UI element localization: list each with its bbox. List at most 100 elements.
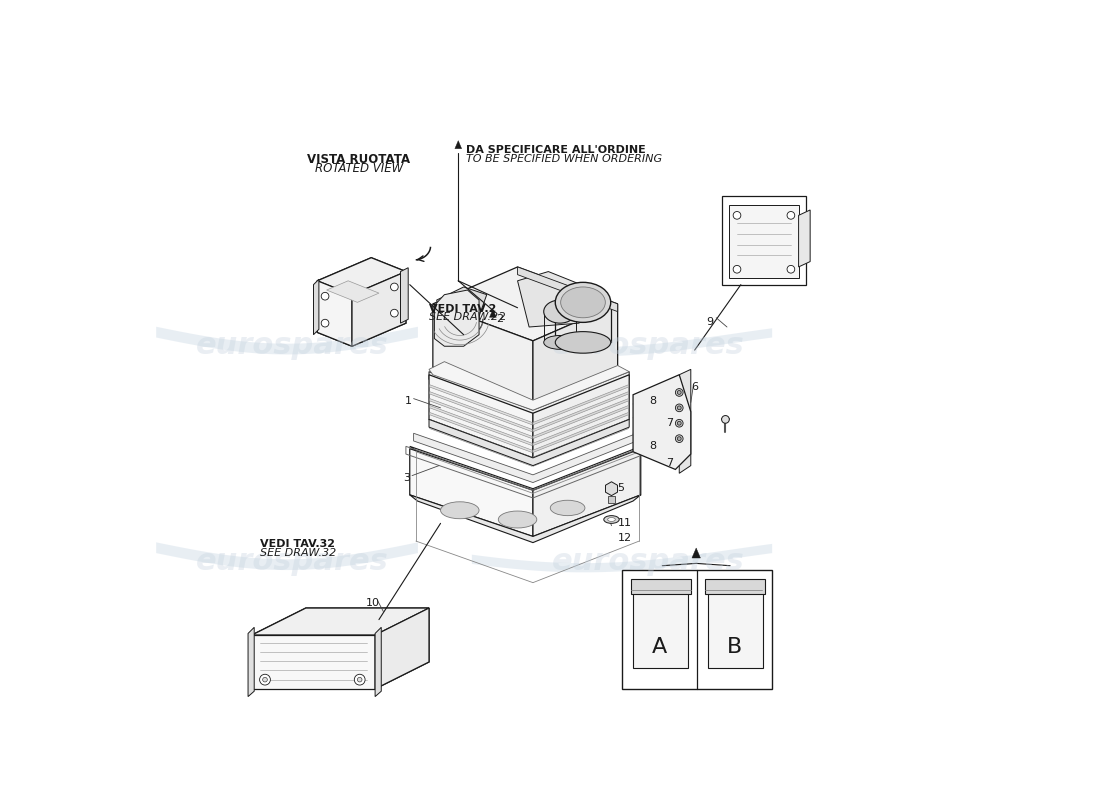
Circle shape [321, 292, 329, 300]
Polygon shape [430, 419, 532, 459]
Text: A: A [652, 637, 668, 657]
Polygon shape [318, 258, 406, 346]
Polygon shape [375, 608, 429, 689]
Text: VEDI TAV.2: VEDI TAV.2 [429, 304, 496, 314]
Polygon shape [252, 608, 429, 635]
Circle shape [260, 674, 271, 685]
Polygon shape [534, 406, 628, 446]
Text: 10: 10 [366, 598, 379, 608]
Circle shape [786, 211, 794, 219]
Polygon shape [409, 449, 534, 537]
Circle shape [675, 404, 683, 412]
Circle shape [786, 266, 794, 273]
Bar [630, 578, 691, 594]
Polygon shape [517, 271, 587, 327]
Polygon shape [490, 310, 496, 318]
Text: 2: 2 [496, 314, 503, 324]
Text: 8: 8 [649, 396, 657, 406]
Text: 5: 5 [618, 483, 625, 494]
Text: 2: 2 [498, 312, 505, 322]
Circle shape [733, 266, 741, 273]
Circle shape [675, 434, 683, 442]
Text: 1: 1 [405, 396, 411, 406]
Polygon shape [429, 372, 629, 418]
Ellipse shape [561, 287, 605, 318]
Polygon shape [375, 627, 382, 697]
Polygon shape [433, 304, 534, 404]
Polygon shape [433, 267, 618, 341]
Polygon shape [534, 426, 628, 466]
Polygon shape [400, 268, 408, 323]
Polygon shape [437, 287, 486, 334]
Ellipse shape [543, 300, 576, 323]
Ellipse shape [550, 500, 585, 516]
Text: eurospares: eurospares [196, 331, 389, 360]
Polygon shape [534, 374, 629, 458]
Circle shape [675, 419, 683, 427]
Circle shape [263, 678, 267, 682]
Ellipse shape [556, 282, 610, 322]
Bar [705, 578, 766, 594]
Ellipse shape [543, 335, 576, 350]
Polygon shape [352, 271, 406, 346]
Circle shape [722, 415, 729, 423]
Bar [722, 196, 806, 285]
Polygon shape [517, 267, 618, 312]
Polygon shape [430, 385, 532, 425]
Polygon shape [430, 406, 532, 446]
Polygon shape [534, 413, 628, 453]
Text: VEDI TAV.32: VEDI TAV.32 [260, 538, 334, 549]
Circle shape [354, 674, 365, 685]
Polygon shape [252, 635, 375, 689]
Polygon shape [534, 449, 640, 537]
Circle shape [321, 319, 329, 327]
Text: 6: 6 [691, 382, 698, 393]
Polygon shape [314, 279, 319, 334]
Polygon shape [799, 210, 810, 267]
Polygon shape [692, 548, 701, 558]
Text: 12: 12 [618, 534, 631, 543]
Text: VISTA RUOTATA: VISTA RUOTATA [307, 153, 410, 166]
Circle shape [675, 389, 683, 396]
Ellipse shape [604, 516, 619, 523]
Text: 7: 7 [667, 418, 673, 428]
Polygon shape [249, 627, 254, 697]
Text: eurospares: eurospares [196, 546, 389, 575]
Circle shape [390, 310, 398, 317]
Bar [621, 570, 772, 689]
Circle shape [678, 422, 681, 425]
Polygon shape [318, 258, 406, 294]
Text: eurospares: eurospares [552, 546, 745, 575]
Ellipse shape [498, 511, 537, 528]
Bar [707, 585, 763, 668]
Polygon shape [409, 446, 640, 495]
Ellipse shape [440, 502, 480, 518]
Circle shape [733, 211, 741, 219]
Polygon shape [409, 495, 640, 542]
Polygon shape [634, 374, 691, 470]
Polygon shape [429, 374, 534, 458]
Bar [729, 206, 799, 278]
Polygon shape [318, 281, 352, 346]
Text: 7: 7 [667, 458, 673, 468]
Polygon shape [414, 434, 637, 482]
Circle shape [678, 390, 681, 394]
Polygon shape [429, 362, 629, 410]
Text: SEE DRAW.2: SEE DRAW.2 [429, 312, 498, 322]
Text: 8: 8 [649, 441, 657, 451]
Polygon shape [680, 370, 691, 474]
Text: eurospares: eurospares [552, 331, 745, 360]
Ellipse shape [607, 518, 615, 522]
Text: B: B [727, 637, 742, 657]
Text: SEE DRAW.32: SEE DRAW.32 [260, 548, 336, 558]
Polygon shape [455, 141, 462, 149]
Circle shape [390, 283, 398, 291]
Text: TO BE SPECIFIED WHEN ORDERING: TO BE SPECIFIED WHEN ORDERING [466, 154, 662, 164]
Circle shape [358, 678, 362, 682]
Polygon shape [430, 413, 532, 453]
Polygon shape [252, 608, 429, 689]
Polygon shape [534, 385, 628, 425]
Polygon shape [429, 419, 629, 466]
Polygon shape [434, 290, 480, 346]
Polygon shape [534, 392, 628, 432]
